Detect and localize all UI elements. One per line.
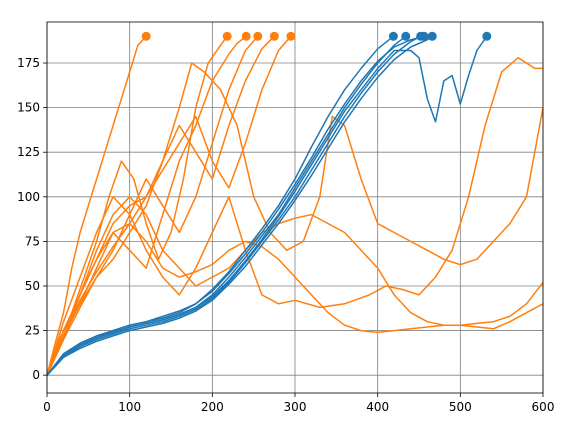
blue-series-line-15 — [47, 35, 488, 376]
orange-series-line-9 — [47, 222, 543, 376]
axis-ticks — [43, 62, 544, 397]
series-end-marker — [269, 31, 279, 41]
orange-series-line-2 — [47, 35, 247, 376]
x-tick-label: 500 — [449, 400, 472, 414]
series-end-marker — [388, 31, 398, 41]
x-tick-label: 200 — [201, 400, 224, 414]
x-tick-label: 600 — [532, 400, 555, 414]
series-lines — [47, 35, 543, 376]
orange-series-line-6 — [47, 62, 543, 376]
y-tick-label: 100 — [17, 190, 40, 204]
y-tick-label: 75 — [25, 234, 40, 248]
y-tick-label: 0 — [32, 368, 40, 382]
blue-series-line-11 — [47, 35, 407, 376]
y-tick-label: 125 — [17, 145, 40, 159]
blue-series-line-14 — [47, 35, 433, 376]
series-end-marker — [401, 31, 411, 41]
orange-series-line-7 — [47, 56, 543, 376]
series-end-marker — [222, 31, 232, 41]
y-tick-label: 25 — [25, 324, 40, 338]
orange-series-line-3 — [47, 35, 259, 376]
blue-series-line-12 — [47, 35, 422, 376]
series-end-marker — [482, 31, 492, 41]
orange-series-line-1 — [47, 35, 228, 376]
series-end-marker — [427, 31, 437, 41]
y-tick-labels: 0 25 50 75 100 125 150 175 — [17, 56, 40, 382]
x-tick-label: 400 — [366, 400, 389, 414]
orange-series-line-0 — [47, 35, 147, 376]
y-tick-label: 50 — [25, 279, 40, 293]
series-end-marker — [286, 31, 296, 41]
orange-series-line-5 — [47, 35, 292, 376]
blue-series-line-10 — [47, 35, 395, 376]
y-tick-label: 175 — [17, 56, 40, 70]
series-end-marker — [241, 31, 251, 41]
x-tick-labels: 0 100 200 300 400 500 600 — [43, 400, 554, 414]
series-end-marker — [141, 31, 151, 41]
series-end-marker — [253, 31, 263, 41]
end-markers — [141, 31, 492, 41]
x-tick-label: 0 — [43, 400, 51, 414]
series-end-marker — [419, 31, 429, 41]
x-tick-label: 300 — [284, 400, 307, 414]
y-tick-label: 150 — [17, 101, 40, 115]
x-tick-label: 100 — [118, 400, 141, 414]
blue-series-line-13 — [47, 35, 425, 376]
